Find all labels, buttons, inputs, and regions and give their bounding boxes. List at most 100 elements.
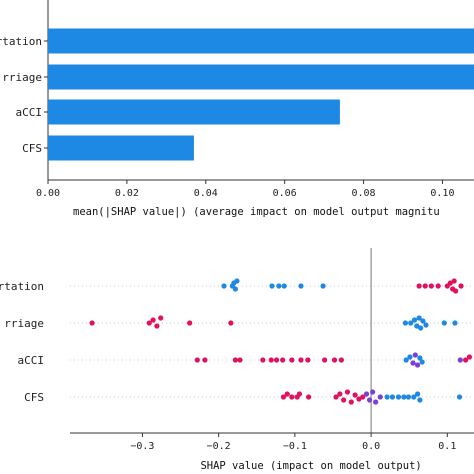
point-1-14 bbox=[423, 322, 429, 328]
point-0-13 bbox=[435, 283, 441, 289]
point-1-7 bbox=[402, 320, 408, 326]
point-2-13 bbox=[338, 357, 344, 363]
point-1-9 bbox=[411, 317, 418, 323]
point-3-21 bbox=[395, 394, 402, 400]
shap-beeswarm-chart: rtation rriage aCCI CFS −0.3 −0.2 −0.1 0.0 0.1 SH… bbox=[0, 248, 474, 472]
point-3-19 bbox=[384, 394, 390, 400]
point-2-1 bbox=[202, 357, 208, 363]
point-1-15 bbox=[441, 320, 447, 326]
point-2-22 bbox=[463, 357, 469, 363]
x-tick-label-2: −0.1 bbox=[283, 441, 307, 452]
point-2-17 bbox=[412, 352, 418, 358]
point-0-5 bbox=[269, 283, 275, 289]
point-3-20 bbox=[389, 394, 396, 400]
point-2-7 bbox=[280, 357, 286, 363]
point-3-2 bbox=[289, 394, 295, 400]
bar-3 bbox=[48, 135, 194, 161]
point-2-2 bbox=[232, 357, 239, 363]
point-1-16 bbox=[452, 320, 458, 326]
point-3-0 bbox=[280, 394, 287, 400]
point-3-12 bbox=[356, 396, 362, 402]
point-2-11 bbox=[321, 357, 328, 363]
point-1-5 bbox=[187, 320, 193, 326]
point-3-11 bbox=[352, 392, 358, 398]
point-0-17 bbox=[451, 278, 457, 284]
x-tick-label-0: 0.00 bbox=[36, 188, 60, 199]
y-tick-label-2: aCCI bbox=[18, 354, 45, 367]
point-3-7 bbox=[337, 391, 343, 397]
point-2-14 bbox=[403, 357, 409, 363]
mean-shap-bar-chart: rtation rriage aCCI CFS 0.00 0.02 0.04 0.06 0.08… bbox=[0, 0, 474, 218]
point-3-1 bbox=[284, 391, 290, 397]
point-2-8 bbox=[289, 357, 295, 363]
point-1-8 bbox=[408, 320, 414, 326]
point-3-23 bbox=[405, 394, 412, 400]
x-tick-label-0: −0.3 bbox=[130, 441, 154, 452]
point-0-18 bbox=[453, 288, 459, 294]
x-axis-title: mean(|SHAP value|) (average impact on mo… bbox=[73, 206, 440, 218]
x-tick-label-5: 0.10 bbox=[430, 188, 454, 199]
y-tick-label-3: CFS bbox=[24, 391, 44, 404]
bar-0 bbox=[48, 28, 474, 54]
y-tick-label-3: CFS bbox=[22, 142, 42, 155]
point-3-16 bbox=[370, 389, 376, 395]
point-2-21 bbox=[457, 357, 463, 363]
x-tick-label-3: 0.06 bbox=[273, 188, 297, 199]
point-0-9 bbox=[320, 283, 326, 289]
y-tick-label-1: rriage bbox=[2, 71, 42, 84]
point-2-6 bbox=[273, 357, 280, 363]
point-2-4 bbox=[260, 357, 266, 363]
bar-1 bbox=[48, 64, 474, 90]
point-3-9 bbox=[344, 389, 351, 395]
point-3-10 bbox=[348, 399, 354, 405]
x-tick-label-1: −0.2 bbox=[207, 441, 231, 452]
point-1-10 bbox=[414, 323, 420, 329]
y-tick-label-2: aCCI bbox=[16, 106, 43, 119]
point-1-13 bbox=[420, 318, 426, 324]
y-tick-label-0: rtation bbox=[0, 280, 44, 293]
point-0-11 bbox=[422, 283, 428, 289]
x-axis-title: SHAP value (impact on model output) bbox=[200, 460, 421, 472]
point-0-12 bbox=[428, 283, 434, 289]
point-2-12 bbox=[331, 357, 338, 363]
point-0-15 bbox=[447, 280, 453, 286]
x-tick-label-4: 0.1 bbox=[438, 441, 456, 452]
point-0-3 bbox=[232, 286, 239, 292]
point-2-20 bbox=[419, 359, 425, 365]
point-2-23 bbox=[466, 354, 473, 360]
bar-2 bbox=[48, 99, 340, 125]
point-1-0 bbox=[89, 320, 95, 326]
y-tick-label-0: rtation bbox=[0, 35, 42, 48]
point-3-8 bbox=[341, 397, 347, 403]
point-3-27 bbox=[456, 394, 463, 400]
point-1-11 bbox=[416, 315, 422, 321]
point-3-24 bbox=[411, 394, 417, 400]
x-tick-label-4: 0.08 bbox=[352, 188, 376, 199]
point-0-0 bbox=[221, 283, 227, 289]
point-2-15 bbox=[407, 354, 413, 360]
y-tick-label-1: rriage bbox=[4, 317, 44, 330]
point-2-5 bbox=[268, 357, 274, 363]
point-2-0 bbox=[194, 357, 200, 363]
point-3-18 bbox=[377, 394, 383, 400]
point-3-15 bbox=[366, 397, 373, 403]
point-1-2 bbox=[150, 317, 156, 323]
point-1-12 bbox=[418, 325, 424, 331]
point-3-26 bbox=[417, 397, 423, 403]
point-2-9 bbox=[298, 357, 304, 363]
point-1-6 bbox=[228, 320, 234, 326]
point-2-3 bbox=[237, 357, 243, 363]
point-0-7 bbox=[281, 283, 287, 289]
point-0-6 bbox=[276, 283, 282, 289]
point-2-16 bbox=[410, 360, 416, 366]
point-0-19 bbox=[458, 283, 464, 289]
point-2-10 bbox=[305, 357, 311, 363]
x-tick-label-3: 0.0 bbox=[362, 441, 380, 452]
point-3-22 bbox=[401, 394, 407, 400]
point-0-10 bbox=[416, 283, 422, 289]
point-2-18 bbox=[414, 362, 421, 368]
point-0-8 bbox=[298, 283, 304, 289]
point-1-4 bbox=[158, 315, 164, 321]
point-3-6 bbox=[333, 394, 339, 400]
